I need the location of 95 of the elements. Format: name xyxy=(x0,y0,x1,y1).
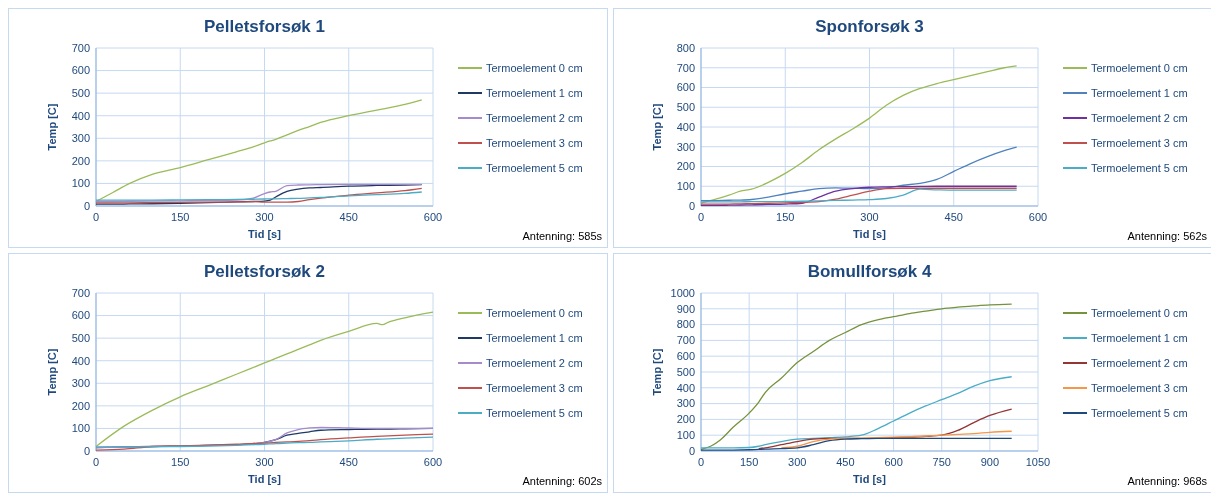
x-axis-title: Tid [s] xyxy=(853,228,887,240)
x-tick-label: 150 xyxy=(171,211,190,223)
y-tick-label: 300 xyxy=(676,140,695,153)
legend-label: Termoelement 0 cm xyxy=(1091,306,1188,319)
y-tick-label: 800 xyxy=(676,318,695,331)
y-axis-title: Temp [C] xyxy=(651,103,663,151)
y-tick-label: 500 xyxy=(676,101,695,114)
x-tick-label: 0 xyxy=(92,456,100,468)
x-tick-label: 1050 xyxy=(1025,456,1051,468)
y-tick-label: 600 xyxy=(71,309,90,322)
y-tick-label: 300 xyxy=(71,132,90,145)
y-tick-label: 500 xyxy=(71,86,90,99)
y-tick-label: 400 xyxy=(71,354,90,367)
x-tick-label: 450 xyxy=(339,211,358,223)
y-tick-label: 100 xyxy=(676,429,695,442)
text: Antenning: 968s xyxy=(1127,475,1208,487)
y-tick-label: 100 xyxy=(676,180,695,193)
legend-label: Termoelement 0 cm xyxy=(1091,61,1188,74)
y-tick-label: 200 xyxy=(71,399,90,412)
legend-label: Termoelement 2 cm xyxy=(1091,111,1188,124)
x-tick-label: 300 xyxy=(860,211,879,223)
y-tick-label: 0 xyxy=(83,444,90,457)
legend-label: Termoelement 3 cm xyxy=(1091,381,1188,394)
y-tick-label: 100 xyxy=(71,177,90,190)
chart-title: Bomullforsøk 4 xyxy=(807,262,932,281)
y-axis-title: Temp [C] xyxy=(651,348,663,396)
y-tick-label: 200 xyxy=(71,154,90,167)
x-tick-label: 450 xyxy=(944,211,963,223)
x-tick-label: 600 xyxy=(884,456,903,468)
legend-label: Termoelement 1 cm xyxy=(486,86,583,99)
y-tick-label: 0 xyxy=(688,199,695,212)
y-tick-label: 0 xyxy=(83,199,90,212)
chart-title: Pelletsforsøk 2 xyxy=(204,262,325,281)
x-tick-label: 450 xyxy=(836,456,855,468)
y-tick-label: 100 xyxy=(71,422,90,435)
y-tick-label: 600 xyxy=(676,350,695,363)
x-tick-label: 0 xyxy=(697,211,705,223)
x-tick-label: 150 xyxy=(171,456,190,468)
x-tick-label: 750 xyxy=(932,456,951,468)
x-axis-title: Tid [s] xyxy=(853,473,887,485)
x-axis-title: Tid [s] xyxy=(248,473,282,485)
y-tick-label: 400 xyxy=(676,120,695,133)
x-tick-label: 300 xyxy=(255,211,274,223)
chart-title: Sponforsøk 3 xyxy=(815,17,924,36)
text: Antenning: 585s xyxy=(522,230,603,242)
y-tick-label: 0 xyxy=(688,444,695,457)
y-tick-label: 900 xyxy=(676,302,695,315)
y-tick-label: 300 xyxy=(71,377,90,390)
y-tick-label: 700 xyxy=(676,334,695,347)
x-tick-label: 450 xyxy=(339,456,358,468)
x-tick-label: 0 xyxy=(92,211,100,223)
legend-label: Termoelement 5 cm xyxy=(486,406,583,419)
legend-label: Termoelement 0 cm xyxy=(486,306,583,319)
legend-label: Termoelement 2 cm xyxy=(1091,356,1188,369)
y-tick-label: 500 xyxy=(676,365,695,378)
chart-title: Pelletsforsøk 1 xyxy=(204,17,325,36)
y-tick-label: 600 xyxy=(676,81,695,94)
legend-label: Termoelement 5 cm xyxy=(486,161,583,174)
legend-label: Termoelement 1 cm xyxy=(1091,331,1188,344)
legend-label: Termoelement 5 cm xyxy=(1091,406,1188,419)
text: Antenning: 602s xyxy=(522,475,603,487)
y-tick-label: 300 xyxy=(676,397,695,410)
legend-label: Termoelement 3 cm xyxy=(1091,136,1188,149)
legend-label: Termoelement 5 cm xyxy=(1091,161,1188,174)
x-tick-label: 150 xyxy=(739,456,759,468)
y-tick-label: 700 xyxy=(71,41,90,54)
x-tick-label: 900 xyxy=(980,456,1000,468)
y-tick-label: 800 xyxy=(676,41,695,54)
legend-label: Termoelement 2 cm xyxy=(486,111,583,124)
legend-label: Termoelement 3 cm xyxy=(486,381,583,394)
legend-label: Termoelement 3 cm xyxy=(486,136,583,149)
x-tick-label: 300 xyxy=(788,456,807,468)
x-tick-label: 600 xyxy=(1028,211,1048,223)
y-tick-label: 200 xyxy=(676,160,695,173)
x-axis-title: Tid [s] xyxy=(248,228,282,240)
y-tick-label: 600 xyxy=(71,64,90,77)
y-tick-label: 200 xyxy=(676,413,695,426)
y-tick-label: 700 xyxy=(676,61,695,74)
y-axis-title: Temp [C] xyxy=(46,348,58,396)
y-tick-label: 400 xyxy=(71,109,90,122)
x-tick-label: 300 xyxy=(255,456,274,468)
y-tick-label: 1000 xyxy=(670,286,695,299)
legend-label: Termoelement 1 cm xyxy=(1091,86,1188,99)
text: Antenning: 562s xyxy=(1127,230,1208,242)
legend-label: Termoelement 1 cm xyxy=(486,331,583,344)
y-tick-label: 500 xyxy=(71,331,90,344)
legend-label: Termoelement 0 cm xyxy=(486,61,583,74)
x-tick-label: 150 xyxy=(776,211,795,223)
x-tick-label: 0 xyxy=(697,456,705,468)
x-tick-label: 600 xyxy=(423,211,443,223)
y-tick-label: 400 xyxy=(676,381,695,394)
x-tick-label: 600 xyxy=(423,456,443,468)
y-tick-label: 700 xyxy=(71,286,90,299)
legend-label: Termoelement 2 cm xyxy=(486,356,583,369)
y-axis-title: Temp [C] xyxy=(46,103,58,151)
